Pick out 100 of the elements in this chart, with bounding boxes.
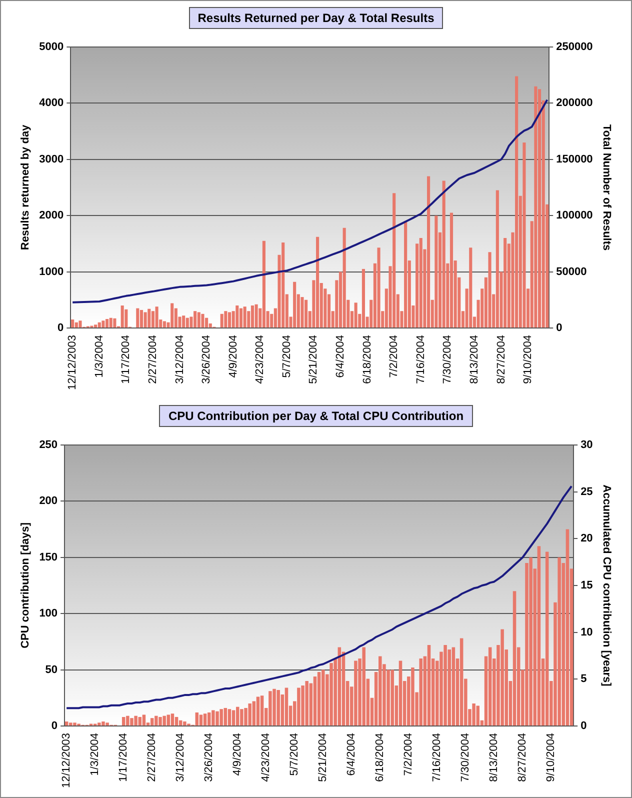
x-tick-label: 5/7/2004	[288, 732, 301, 776]
bar	[250, 305, 254, 328]
x-tick-label: 3/26/2004	[200, 334, 213, 384]
x-tick-label: 9/10/2004	[522, 334, 534, 384]
y2-axis-title: Accumulated CPU contribution [years]	[600, 484, 612, 687]
bar	[496, 190, 499, 328]
y2-tick-label: 30	[580, 439, 593, 452]
bar	[354, 660, 358, 726]
bar	[78, 320, 82, 328]
bar	[126, 716, 130, 726]
y-tick-label: 2000	[39, 210, 64, 222]
bar	[98, 322, 101, 328]
bar	[472, 703, 476, 726]
bar	[216, 711, 219, 726]
bar	[534, 86, 538, 328]
bar	[354, 302, 358, 328]
bar	[256, 696, 260, 726]
bar	[120, 305, 124, 328]
y-tick-label: 150	[39, 551, 58, 564]
x-tick-label: 5/21/2004	[317, 732, 330, 782]
bar	[392, 193, 396, 328]
x-tick-label: 4/9/2004	[227, 334, 240, 378]
bar	[239, 308, 243, 328]
x-tick-label: 4/9/2004	[232, 732, 244, 776]
bar	[113, 318, 116, 328]
bar	[362, 268, 365, 328]
bar	[476, 706, 480, 726]
y2-tick-label: 150000	[556, 153, 593, 166]
y-tick-label: 1000	[39, 266, 64, 278]
bar	[144, 312, 147, 328]
bar	[515, 76, 518, 328]
bar	[228, 312, 232, 328]
bar	[529, 557, 532, 726]
bar	[106, 722, 109, 726]
bar	[199, 714, 203, 726]
bar	[469, 248, 472, 328]
x-tick-label: 8/27/2004	[495, 334, 508, 384]
x-tick-label: 6/4/2004	[346, 732, 358, 776]
chart-title: CPU Contribution per Day & Total CPU Contribution	[159, 405, 473, 427]
bar	[142, 714, 146, 726]
bar	[444, 645, 447, 726]
chart-title: Results Returned per Day & Total Results	[188, 7, 444, 29]
bar	[398, 660, 402, 726]
x-tick-label: 8/13/2004	[468, 334, 480, 384]
bar	[419, 238, 422, 328]
bar	[538, 89, 542, 328]
bar	[282, 242, 285, 328]
bar	[205, 318, 208, 328]
bar	[136, 308, 140, 328]
x-tick-label: 1/17/2004	[118, 732, 130, 782]
y-axis-title: Results returned by day	[20, 124, 32, 250]
x-tick-label: 1/17/2004	[120, 334, 132, 384]
bar	[450, 212, 454, 328]
x-tick-label: 2/27/2004	[146, 732, 158, 782]
bar	[260, 696, 264, 726]
bar	[316, 236, 320, 328]
bar	[183, 721, 186, 726]
bar	[411, 668, 414, 726]
x-tick-label: 6/18/2004	[374, 732, 386, 782]
bar	[330, 663, 333, 726]
bar	[460, 638, 464, 726]
bar	[537, 546, 541, 726]
x-tick-label: 7/2/2004	[388, 334, 400, 378]
bar	[254, 304, 258, 328]
y2-axis-title: Total Number of Results	[600, 124, 612, 251]
bar	[186, 318, 189, 328]
y-tick-label: 250	[39, 439, 58, 452]
bar	[297, 688, 300, 726]
bar	[300, 297, 304, 328]
x-tick-label: 12/12/2003	[60, 732, 73, 788]
bar	[452, 647, 456, 726]
x-tick-label: 5/21/2004	[308, 334, 320, 384]
bar	[284, 688, 288, 726]
x-tick-label: 6/4/2004	[334, 334, 347, 378]
bar	[500, 629, 504, 726]
x-tick-label: 7/2/2004	[402, 732, 415, 776]
x-tick-label: 2/27/2004	[146, 334, 159, 384]
bar	[377, 248, 380, 328]
bar	[154, 716, 158, 726]
bar	[434, 216, 438, 328]
bar	[170, 714, 174, 726]
bar	[378, 656, 382, 726]
bar	[197, 312, 200, 328]
bar	[268, 691, 272, 726]
y2-tick-label: 0	[580, 720, 587, 732]
y2-tick-label: 20	[580, 532, 593, 545]
bar	[170, 303, 174, 328]
bar	[362, 647, 366, 726]
bar	[228, 709, 232, 726]
bar	[134, 716, 138, 726]
bar	[236, 305, 239, 328]
x-tick-label: 8/27/2004	[516, 732, 529, 782]
bar	[322, 670, 325, 726]
bar	[162, 321, 166, 328]
y2-tick-label: 200000	[556, 97, 593, 110]
bar	[194, 311, 197, 328]
x-tick-label: 9/10/2004	[545, 732, 558, 782]
x-tick-label: 1/3/2004	[93, 334, 106, 378]
bar	[64, 721, 68, 726]
bar	[558, 557, 561, 726]
